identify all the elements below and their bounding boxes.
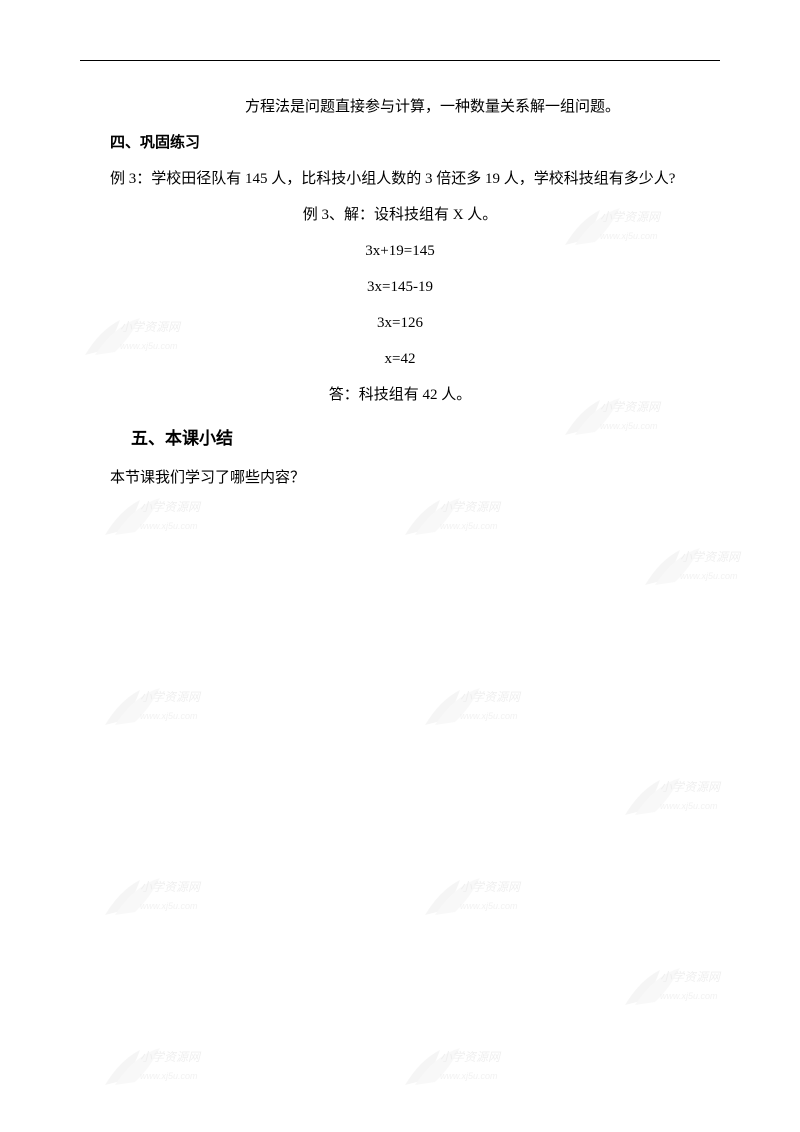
intro-text: 方程法是问题直接参与计算，一种数量关系解一组问题。 (80, 89, 720, 125)
watermark: 小学资源网www.xj5u.com (100, 680, 210, 735)
page-content: 方程法是问题直接参与计算，一种数量关系解一组问题。 四、巩固练习 例 3：学校田… (80, 89, 720, 496)
example3-prefix: 例 3： (110, 171, 151, 187)
watermark: 小学资源网www.xj5u.com (640, 540, 750, 595)
section5-heading: 五、本课小结 (131, 419, 720, 460)
example3-text: 例 3：学校田径队有 145 人，比科技小组人数的 3 倍还多 19 人，学校科… (80, 161, 720, 197)
watermark: 小学资源网www.xj5u.com (100, 1040, 210, 1095)
equation-1: 3x+19=145 (80, 233, 720, 269)
equation-2: 3x=145-19 (80, 269, 720, 305)
watermark: 小学资源网www.xj5u.com (420, 870, 530, 925)
watermark: 小学资源网www.xj5u.com (100, 870, 210, 925)
watermark: 小学资源网www.xj5u.com (100, 490, 210, 545)
watermark: 小学资源网www.xj5u.com (400, 490, 510, 545)
equation-4: x=42 (80, 341, 720, 377)
answer-text: 答：科技组有 42 人。 (80, 377, 720, 413)
solution-label: 例 3、解：设科技组有 X 人。 (80, 197, 720, 233)
watermark: 小学资源网www.xj5u.com (620, 770, 730, 825)
watermark: 小学资源网www.xj5u.com (400, 1040, 510, 1095)
watermark: 小学资源网www.xj5u.com (620, 960, 730, 1015)
top-rule (80, 60, 720, 61)
example3-body: 学校田径队有 145 人，比科技小组人数的 3 倍还多 19 人，学校科技组有多… (151, 171, 675, 187)
watermark: 小学资源网www.xj5u.com (420, 680, 530, 735)
equation-3: 3x=126 (80, 305, 720, 341)
section4-heading: 四、巩固练习 (80, 125, 720, 161)
section5-body: 本节课我们学习了哪些内容？ (80, 460, 720, 496)
